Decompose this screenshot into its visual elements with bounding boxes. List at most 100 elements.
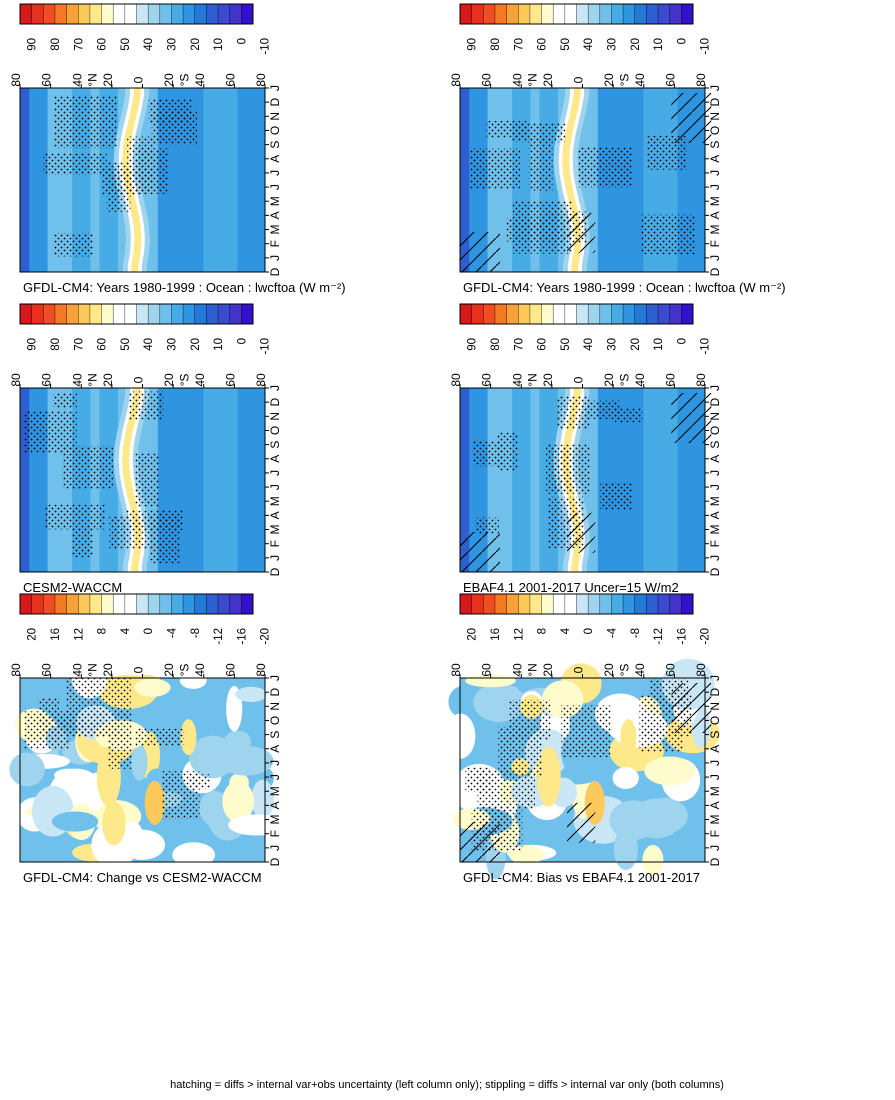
colorbar-swatch [136,4,149,24]
colorbar-label: 10 [213,338,225,351]
colorbar-swatch [78,594,91,614]
colorbar-label: 0 [583,628,595,634]
stipple-region [546,443,591,494]
month-tick-label: J [268,470,282,476]
colorbar-swatch [66,594,79,614]
hemisphere-label: °N [86,663,100,676]
month-tick-label: J [708,184,722,190]
colorbar-swatch [148,594,161,614]
month-tick-label: S [268,141,282,149]
colorbar-swatch [471,304,484,324]
colorbar-swatch [506,594,519,614]
colorbar-swatch [518,594,531,614]
lat-tick-label: 40 [510,73,524,87]
hatch-region [460,232,500,272]
colorbar-label: 90 [27,38,39,51]
hemisphere-label: °N [86,73,100,86]
colorbar-label: 0 [236,338,248,344]
colorbar-swatch [101,594,114,614]
month-tick-label: M [708,815,722,825]
lat-tick-label: 20 [101,373,115,387]
colorbar-swatch [483,304,496,324]
colorbar-swatch [206,4,219,24]
month-tick-label: J [708,774,722,780]
colorbar-swatch [229,594,242,614]
diff-blob [144,780,165,825]
lat-tick-label: 60 [223,663,237,677]
colorbar-swatch [460,4,473,24]
hemisphere-label: °N [526,73,540,86]
colorbar-label: 40 [143,38,155,51]
month-tick-label: S [708,141,722,149]
stipple-region [135,728,185,747]
month-tick-label: J [708,845,722,851]
lat-tick-label: 60 [480,373,494,387]
lat-tick-label: 40 [633,663,647,677]
colorbar-label: 90 [467,38,479,51]
stipple-region [578,147,633,188]
colorbar-swatch [136,304,149,324]
diff-blob [189,735,237,779]
stipple-region [53,393,77,409]
diff-blob [620,719,637,756]
colorbar-swatch [183,4,196,24]
month-tick-label: F [708,540,722,547]
hemisphere-label: °N [86,373,100,386]
colorbar-swatch [529,594,542,614]
colorbar-swatch [136,594,149,614]
heatmap-field [20,388,265,572]
colorbar-label: 80 [50,338,62,351]
colorbar-swatch [471,4,484,24]
stipple-region [151,111,197,145]
colorbar-swatch [576,594,589,614]
colorbar-swatch [113,4,126,24]
colorbar-swatch [194,594,207,614]
month-tick-label: M [268,225,282,235]
colorbar-label: 0 [143,628,155,634]
colorbar-swatch [611,594,624,614]
colorbar-label: 8 [97,628,109,634]
stipple-region [127,136,155,182]
diff-blob [222,780,255,823]
colorbar-label: 16 [50,628,62,641]
colorbar-swatch [31,4,44,24]
colorbar-swatch [171,4,184,24]
month-tick-label: M [268,786,282,796]
colorbar-label: 4 [560,627,572,634]
colorbar-label: -4 [606,627,618,638]
colorbar-swatch [564,304,577,324]
colorbar-swatch [113,304,126,324]
colorbar-swatch [31,304,44,324]
month-tick-label: J [268,760,282,766]
month-tick-label: D [708,267,722,276]
colorbar-label: -8 [190,628,202,638]
colorbar-label: -10 [260,38,272,55]
month-tick-label: D [268,687,282,696]
colorbar-swatch [89,4,102,24]
colorbar-swatch [471,594,484,614]
colorbar-swatch [564,4,577,24]
lat-tick-label: 20 [541,373,555,387]
month-tick-label: N [268,112,282,121]
lat-tick-label: 80 [254,373,268,387]
colorbar-swatch [78,4,91,24]
colorbar-label: 30 [606,38,618,51]
stipple-region [107,733,132,769]
colorbar-swatch [43,4,56,24]
month-tick-label: S [268,731,282,739]
colorbar-swatch [159,594,172,614]
diff-blob [235,686,267,703]
month-tick-label: D [268,97,282,106]
colorbar-swatch [506,4,519,24]
colorbar-swatch [611,4,624,24]
stipple-region [54,95,117,149]
month-tick-label: A [268,745,282,753]
colorbar-label: 70 [73,338,85,351]
stipple-region [528,139,553,191]
colorbar-swatch [241,304,254,324]
colorbar-label: -4 [166,627,178,638]
month-tick-label: J [708,255,722,261]
lat-tick-label: 40 [70,663,84,677]
colorbar-label: 16 [490,628,502,641]
